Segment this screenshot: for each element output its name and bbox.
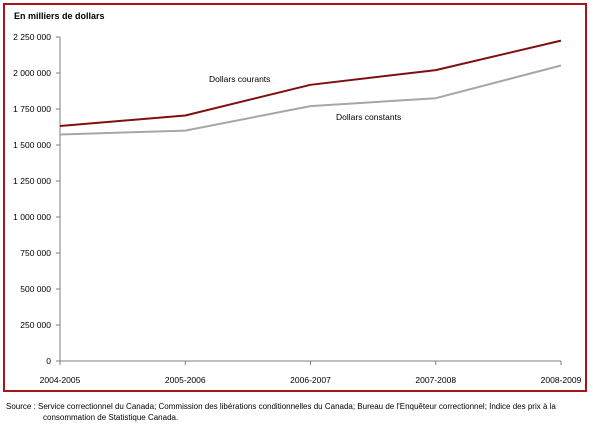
y-tick-label: 1 250 000 xyxy=(13,176,51,186)
series-line-current-dollars xyxy=(59,39,562,127)
y-tick-label: 250 000 xyxy=(20,320,51,330)
series-label-current-dollars: Dollars courants xyxy=(209,74,270,84)
x-tick-label: 2004-2005 xyxy=(40,375,81,385)
x-tick-label: 2005-2006 xyxy=(165,375,206,385)
y-tick-label: 500 000 xyxy=(20,284,51,294)
source-line-1: Source : Service correctionnel du Canada… xyxy=(6,402,556,411)
x-axis: 2004-2005 2005-2006 2006-2007 2007-2008 2008… xyxy=(40,360,582,385)
line-chart: En milliers de dollars 0 250 000 500 000 75… xyxy=(13,11,582,385)
series-label-constant-dollars: Dollars constants xyxy=(336,112,401,122)
source-note: Source : Service correctionnel du Canada… xyxy=(6,401,586,423)
y-tick-label: 1 750 000 xyxy=(13,104,51,114)
y-tick-label: 0 xyxy=(46,356,51,366)
y-tick-label: 1 000 000 xyxy=(13,212,51,222)
y-tick-label: 2 250 000 xyxy=(13,32,51,42)
y-axis: 0 250 000 500 000 750 000 1 000 000 1 250 000… xyxy=(13,32,61,366)
chart-frame xyxy=(3,3,587,392)
y-tick-label: 2 000 000 xyxy=(13,68,51,78)
x-tick-label: 2007-2008 xyxy=(415,375,456,385)
series-lines xyxy=(59,39,562,136)
source-line-2: consommation de Statistique Canada. xyxy=(43,413,179,422)
x-tick-label: 2006-2007 xyxy=(290,375,331,385)
y-tick-label: 1 500 000 xyxy=(13,140,51,150)
y-tick-label: 750 000 xyxy=(20,248,51,258)
series-line-constant-dollars xyxy=(59,64,562,136)
y-axis-unit-label: En milliers de dollars xyxy=(14,11,105,21)
x-tick-label: 2008-2009 xyxy=(541,375,582,385)
